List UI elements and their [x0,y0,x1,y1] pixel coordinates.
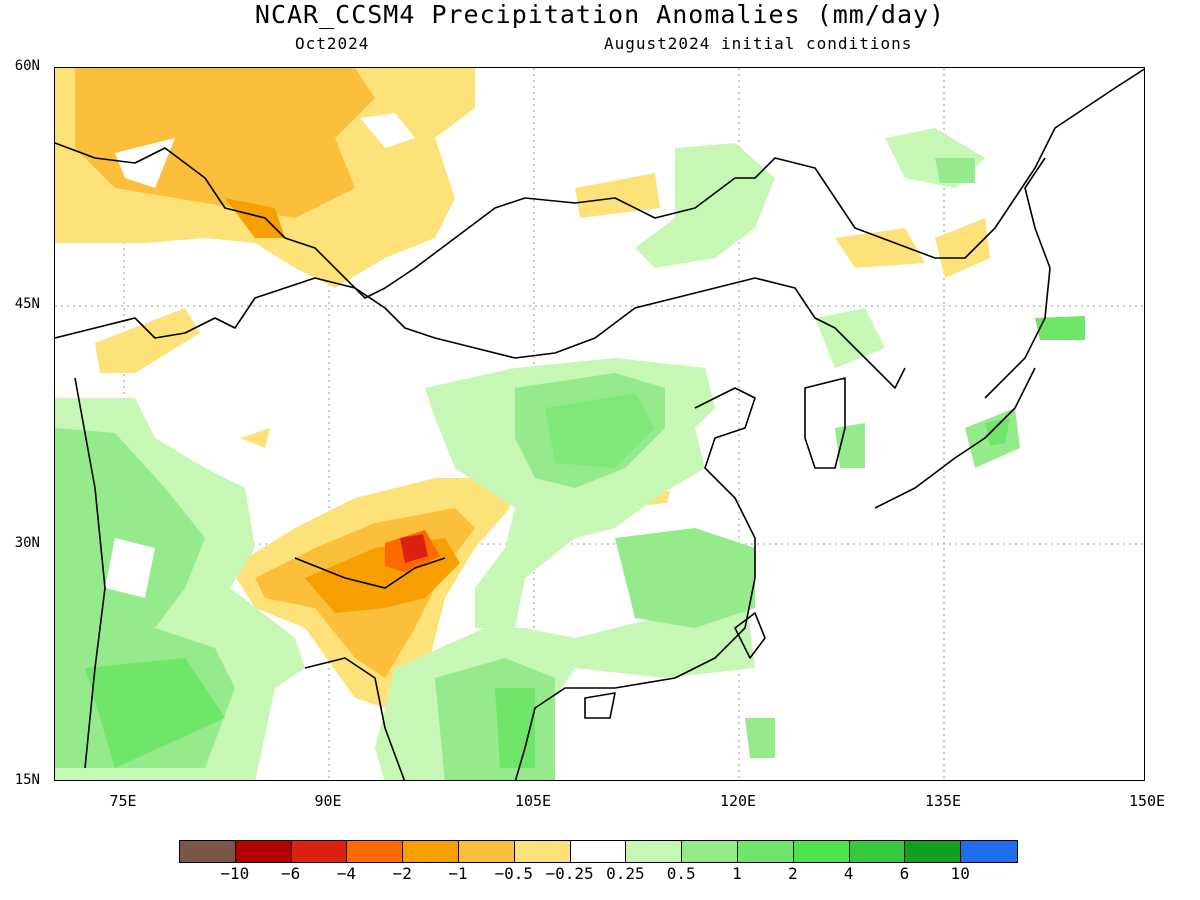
lat-label-60n: 60N [14,58,40,74]
colorbar-label: −2 [392,864,412,883]
initial-conditions: August2024 initial conditions [604,34,913,53]
wet-anomaly-regions [55,128,1085,780]
colorbar-swatch [514,841,571,862]
colorbar-label: 6 [899,864,910,883]
lon-label-150e: 150E [1128,792,1166,810]
lat-label-30n: 30N [14,535,40,551]
lon-label-90e: 90E [314,792,342,810]
colorbar-swatch [180,841,236,862]
colorbar-swatch [235,841,292,862]
lon-label-135e: 135E [924,792,962,810]
dry-anomaly-regions [55,68,990,448]
colorbar [179,840,1018,863]
coastlines [55,68,1144,780]
colorbar-label: 10 [950,864,970,883]
colorbar-swatch [905,841,962,862]
colorbar-swatch [849,841,906,862]
colorbar-label: −0.5 [494,864,534,883]
colorbar-swatch [347,841,404,862]
colorbar-label: −4 [336,864,357,883]
colorbar-swatch [570,841,627,862]
colorbar-label: −1 [448,864,468,883]
lat-label-45n: 45N [14,296,40,312]
colorbar-swatch [403,841,459,862]
colorbar-label: −6 [280,864,301,883]
colorbar-swatch [737,841,794,862]
lon-label-105e: 105E [514,792,552,810]
colorbar-swatch [961,841,1017,862]
colorbar-swatch [291,841,348,862]
colorbar-swatch [458,841,515,862]
colorbar-label: −0.25 [545,864,594,883]
forecast-month: Oct2024 [295,34,370,53]
colorbar-label: 2 [787,864,798,883]
map-title: NCAR_CCSM4 Precipitation Anomalies (mm/d… [254,0,946,29]
colorbar-swatch [626,841,683,862]
anomaly-map-canvas [55,68,1144,780]
colorbar-swatch [793,841,850,862]
lon-label-75e: 75E [109,792,137,810]
colorbar-label: 4 [843,864,854,883]
colorbar-label: 1 [732,864,742,883]
colorbar-label: 0.5 [666,864,696,883]
colorbar-label: −10 [220,864,250,883]
lat-label-15n: 15N [14,772,40,788]
colorbar-label: 0.25 [606,864,645,883]
colorbar-swatch [682,841,738,862]
lon-label-120e: 120E [719,792,757,810]
anomaly-map [54,67,1145,781]
